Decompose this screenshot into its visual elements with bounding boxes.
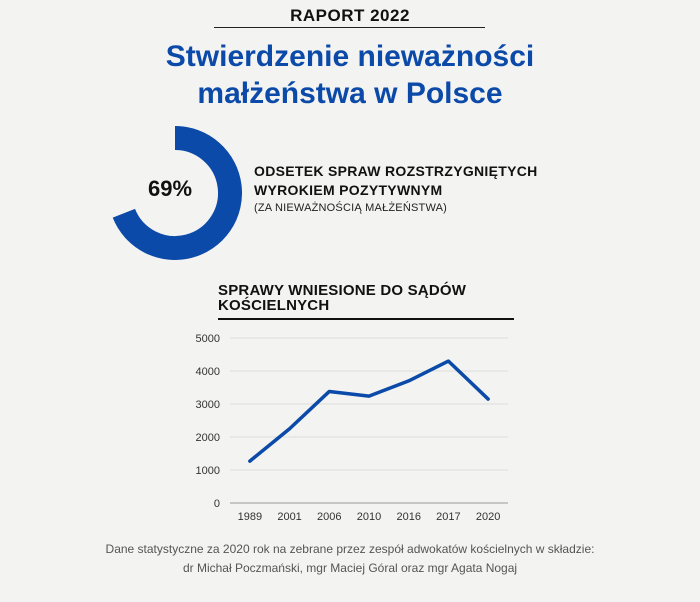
title-line-1: Stwierdzenie nieważności [165, 40, 535, 73]
stat-subtext: (ZA NIEWAŻNOŚCIĄ MAŁŻEŃSTWA) [254, 202, 448, 214]
page-title: Stwierdzenie nieważności małżeństwa w Po… [0, 38, 700, 112]
y-axis-labels: 0 1000 2000 3000 4000 5000 [196, 333, 220, 510]
x-tick-label: 2017 [436, 511, 460, 523]
y-tick-label: 2000 [196, 432, 220, 444]
y-tick-label: 4000 [196, 366, 220, 378]
x-tick-label: 2016 [396, 511, 420, 523]
chart-title: SPRAWY WNIESIONE DO SĄDÓW KOŚCIELNYCH [218, 283, 466, 313]
x-tick-label: 1989 [238, 511, 262, 523]
y-tick-label: 0 [214, 498, 220, 510]
x-axis-labels: 1989 2001 2006 2010 2016 2017 2020 [238, 511, 501, 523]
percent-value: 69% [147, 176, 193, 201]
report-divider [214, 27, 485, 28]
donut-arc [112, 126, 242, 260]
chart-title-line-1: SPRAWY WNIESIONE DO SĄDÓW [218, 282, 467, 299]
chart-title-divider [218, 318, 514, 320]
y-tick-label: 1000 [196, 465, 220, 477]
stat-heading-line-1: ODSETEK SPRAW ROZSTRZYGNIĘTYCH [254, 163, 538, 179]
data-line [248, 359, 490, 463]
chart-title-line-2: KOŚCIELNYCH [218, 297, 330, 314]
footer-line-1: Dane statystyczne za 2020 rok na zebrane… [105, 542, 595, 556]
stat-heading: ODSETEK SPRAW ROZSTRZYGNIĘTYCH WYROKIEM … [254, 162, 538, 200]
title-line-2: małżeństwa w Polsce [197, 77, 503, 110]
footer-note: Dane statystyczne za 2020 rok na zebrane… [0, 540, 700, 578]
x-tick-label: 2010 [357, 511, 381, 523]
chart-grid [230, 337, 508, 504]
x-tick-label: 2020 [476, 511, 500, 523]
x-tick-label: 2001 [277, 511, 301, 523]
stat-heading-line-2: WYROKIEM POZYTYWNYM [254, 182, 443, 198]
report-label: RAPORT 2022 [290, 6, 410, 25]
line-chart: 0 1000 2000 3000 4000 5000 1989 2001 2006 2010 20… [196, 333, 508, 523]
footer-line-2: dr Michał Poczmański, mgr Maciej Góral o… [182, 561, 518, 575]
y-tick-label: 5000 [196, 333, 220, 345]
x-tick-label: 2006 [317, 511, 341, 523]
donut-chart [112, 126, 242, 260]
y-tick-label: 3000 [196, 399, 220, 411]
